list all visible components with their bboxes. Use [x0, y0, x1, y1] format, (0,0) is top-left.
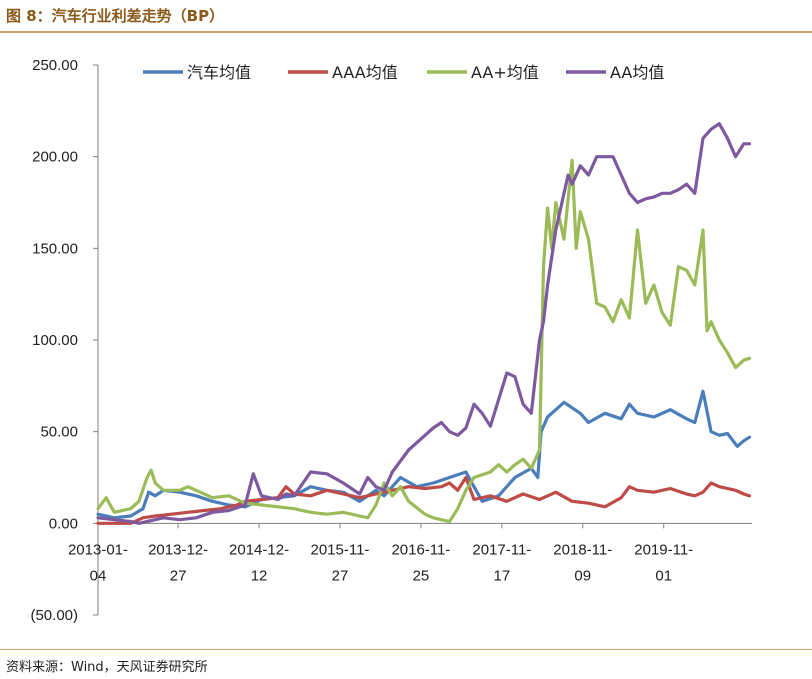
- x-tick-label: 09: [574, 567, 591, 584]
- x-tick-label: 04: [90, 567, 107, 584]
- x-tick-label: 2017-11-: [472, 541, 531, 558]
- x-tick-label: 2014-12-: [229, 541, 289, 558]
- y-tick-label: 50.00: [40, 424, 78, 441]
- y-tick-label: 0.00: [49, 515, 78, 532]
- legend-item: AA+均值: [427, 63, 539, 82]
- legend-label: 汽车均值: [187, 63, 251, 82]
- chart-axes: 250.00 200.00 150.00 100.00 50.00 0.00 (50.00)…: [30, 57, 752, 624]
- series-line-3: [96, 158, 752, 524]
- series-line-1: [96, 389, 752, 520]
- series-line-4: [96, 122, 752, 525]
- x-tick-label: 2013-01-: [68, 541, 128, 558]
- figure-title: 图 8：汽车行业利差走势（BP）: [6, 7, 225, 25]
- y-tick-label: 250.00: [32, 57, 78, 74]
- y-tick-label: 150.00: [32, 240, 78, 257]
- legend-label: AAA均值: [332, 63, 398, 82]
- legend-item: AA均值: [566, 63, 664, 82]
- legend-item: 汽车均值: [143, 63, 251, 82]
- y-tick-label: 200.00: [32, 149, 78, 166]
- x-tick-label: 12: [251, 567, 268, 584]
- x-tick-label: 27: [332, 567, 349, 584]
- figure-header: 图 8：汽车行业利差走势（BP）: [0, 0, 812, 34]
- legend-item: AAA均值: [288, 63, 398, 82]
- chart-series-layer: [96, 122, 752, 525]
- y-tick-label: (50.00): [30, 607, 78, 624]
- x-tick-label: 2018-11-: [553, 541, 612, 558]
- header-rule: [0, 31, 812, 33]
- series-line-2: [96, 475, 752, 525]
- x-tick-label: 27: [170, 567, 187, 584]
- x-tick-label: 01: [655, 567, 672, 584]
- legend-label: AA均值: [610, 63, 664, 82]
- legend-label: AA+均值: [471, 63, 539, 82]
- chart-legend: 汽车均值 AAA均值 AA+均值 AA均值: [143, 63, 664, 82]
- footer-rule: [0, 649, 812, 650]
- x-tick-label: 2016-11-: [391, 541, 450, 558]
- y-tick-label: 100.00: [32, 332, 78, 349]
- x-tick-label: 2019-11-: [634, 541, 693, 558]
- x-tick-label: 17: [494, 567, 511, 584]
- x-tick-label: 2013-12-: [148, 541, 208, 558]
- source-note: 资料来源：Wind，天风证券研究所: [6, 660, 208, 675]
- x-tick-label: 25: [413, 567, 430, 584]
- x-tick-label: 2015-11-: [311, 541, 370, 558]
